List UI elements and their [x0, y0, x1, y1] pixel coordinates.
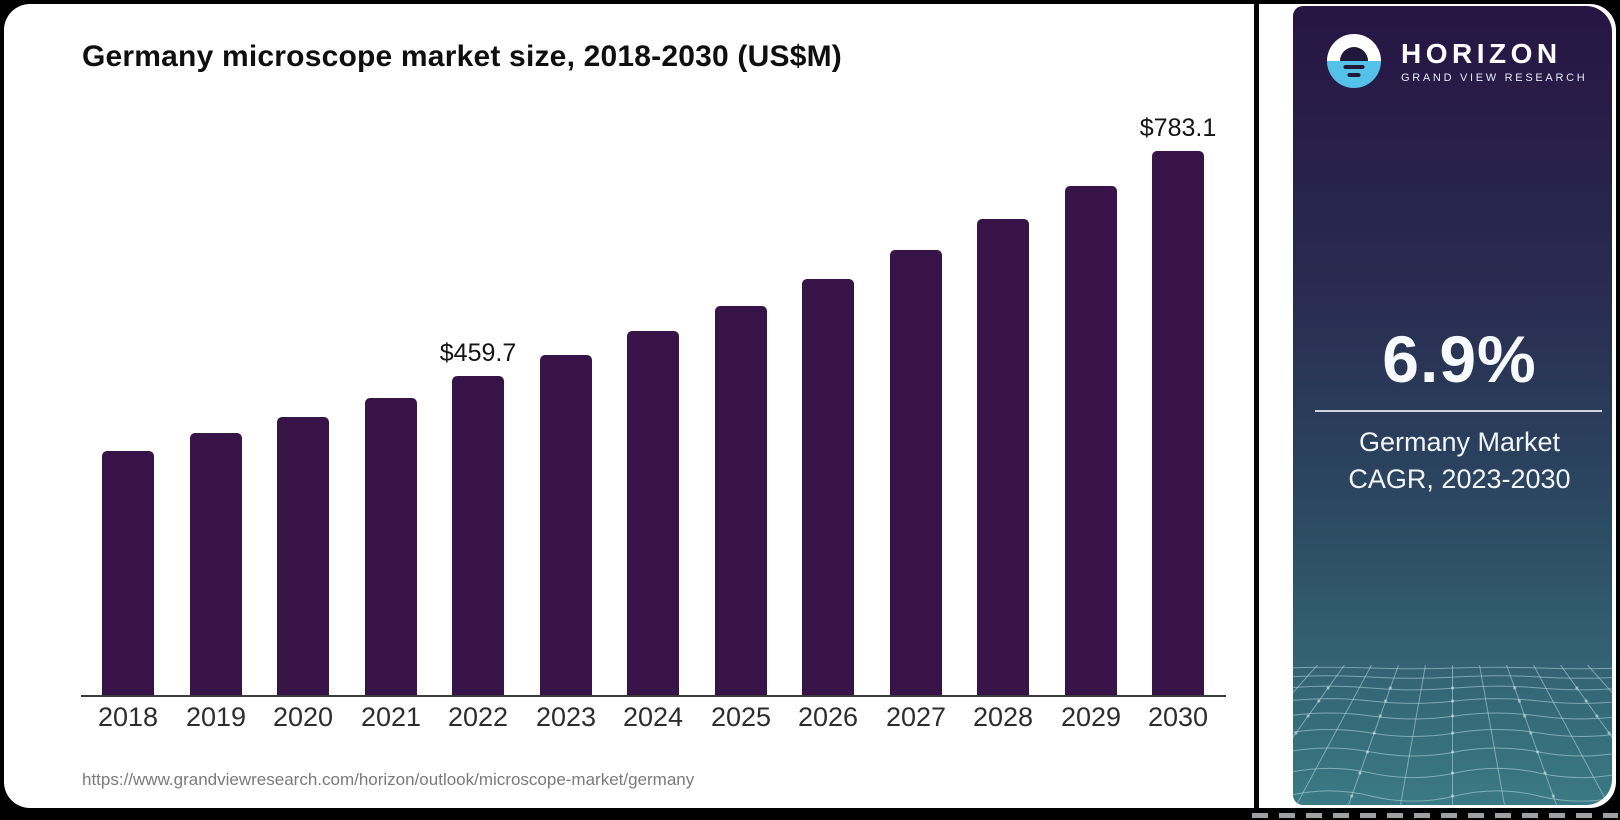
chart-title: Germany microscope market size, 2018-203…: [82, 40, 842, 73]
cagr-stat-block: 6.9% Germany Market CAGR, 2023-2030: [1293, 320, 1612, 498]
sunrise-horizon-icon: [1327, 34, 1381, 88]
x-tick-2020: 2020: [272, 702, 334, 732]
x-tick-2029: 2029: [1060, 702, 1122, 732]
bar-2020: [277, 417, 329, 697]
bar-2022: [452, 376, 504, 697]
wireframe-mesh-decoration: [1293, 665, 1612, 805]
bar-2021: [365, 398, 417, 697]
x-tick-2021: 2021: [360, 702, 422, 732]
stat-label-line1: Germany Market: [1358, 427, 1561, 457]
bar-value-label-2022: $459.7: [439, 339, 517, 367]
card-divider: [1254, 4, 1259, 808]
stat-divider: [1315, 410, 1602, 412]
bar-2027: [890, 250, 942, 697]
bar-2030: [1152, 151, 1204, 697]
bar-2024: [627, 331, 679, 697]
x-tick-2030: 2030: [1147, 702, 1209, 732]
bar-2028: [977, 219, 1029, 697]
bar-value-label-2030: $783.1: [1139, 114, 1217, 142]
bar-2018: [102, 451, 154, 697]
cagr-value: 6.9%: [1382, 322, 1537, 396]
stat-label-line2: CAGR, 2023-2030: [1348, 464, 1571, 494]
brand-subtitle: GRAND VIEW RESEARCH: [1401, 71, 1588, 84]
x-tick-2019: 2019: [185, 702, 247, 732]
bar-2026: [802, 279, 854, 697]
x-tick-2025: 2025: [710, 702, 772, 732]
bar-2029: [1065, 186, 1117, 697]
sidebar: HORIZON GRAND VIEW RESEARCH 6.9% Germany…: [1293, 6, 1612, 805]
brand-logo: HORIZON GRAND VIEW RESEARCH: [1327, 34, 1592, 88]
x-axis-line: [81, 695, 1226, 697]
x-tick-2018: 2018: [97, 702, 159, 732]
x-tick-2027: 2027: [885, 702, 947, 732]
bottom-edge-artifact: [1252, 813, 1618, 818]
x-tick-2023: 2023: [535, 702, 597, 732]
x-tick-2028: 2028: [972, 702, 1034, 732]
x-tick-2022: 2022: [447, 702, 509, 732]
bar-2019: [190, 433, 242, 697]
bar-2025: [715, 306, 767, 697]
source-url: https://www.grandviewresearch.com/horizo…: [82, 770, 695, 789]
brand-name: HORIZON: [1401, 37, 1562, 69]
x-tick-2026: 2026: [797, 702, 859, 732]
x-tick-2024: 2024: [622, 702, 684, 732]
bar-2023: [540, 355, 592, 697]
